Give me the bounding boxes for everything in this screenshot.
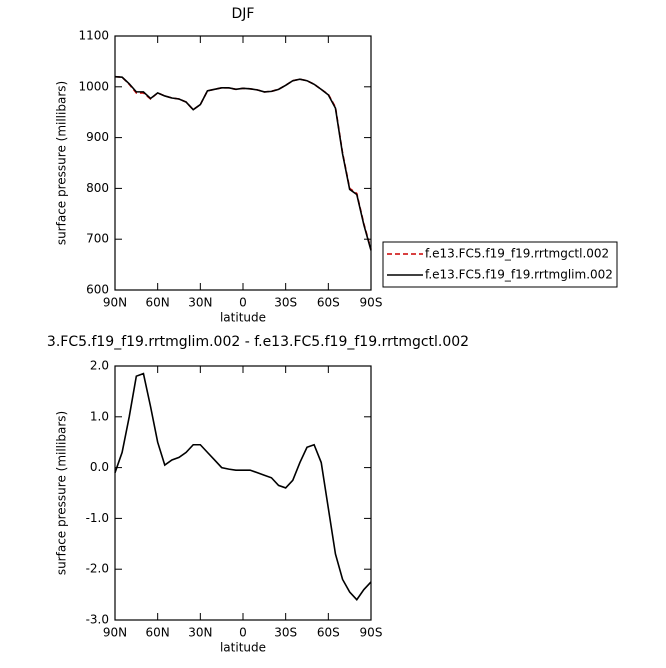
y-tick-label: 800 [86, 181, 109, 195]
x-axis-label: latitude [220, 311, 266, 325]
x-tick-label: 90N [103, 626, 127, 640]
y-tick-label: 1000 [78, 79, 109, 93]
x-tick-label: 60S [317, 626, 340, 640]
series-line [114, 372, 372, 601]
x-tick-label: 60N [146, 296, 170, 310]
y-tick-label: 0.0 [90, 460, 109, 474]
y-tick-label: -1.0 [86, 511, 109, 525]
x-tick-label: 60N [146, 626, 170, 640]
x-tick-label: 90N [103, 296, 127, 310]
y-tick-label: -2.0 [86, 562, 109, 576]
legend-box [382, 241, 618, 288]
y-tick-label: 700 [86, 232, 109, 246]
y-tick-label: 2.0 [90, 359, 109, 373]
x-tick-label: 0 [239, 626, 247, 640]
y-tick-label: 1.0 [90, 409, 109, 423]
x-tick-label: 30S [274, 626, 297, 640]
plot-frame [114, 365, 372, 621]
x-tick-label: 30N [188, 626, 212, 640]
plot-frame [114, 35, 372, 291]
legend-label: f.e13.FC5.f19_f19.rrtmglim.002 [425, 268, 613, 282]
legend-label: f.e13.FC5.f19_f19.rrtmgctl.002 [425, 247, 609, 261]
y-tick-label: 600 [86, 283, 109, 297]
y-tick-label: 1100 [78, 29, 109, 43]
x-tick-label: 30S [274, 296, 297, 310]
y-tick-label: 900 [86, 130, 109, 144]
x-axis-label: latitude [220, 641, 266, 655]
x-tick-label: 90S [360, 626, 383, 640]
x-tick-label: 90S [360, 296, 383, 310]
y-axis-label: surface pressure (millibars) [55, 411, 69, 575]
series-line [114, 75, 372, 251]
chart-title: 3.FC5.f19_f19.rrtmglim.002 - f.e13.FC5.f… [47, 334, 469, 350]
x-tick-label: 0 [239, 296, 247, 310]
x-tick-label: 30N [188, 296, 212, 310]
x-tick-label: 60S [317, 296, 340, 310]
chart-title: DJF [232, 6, 255, 22]
y-tick-label: -3.0 [86, 613, 109, 627]
y-axis-label: surface pressure (millibars) [55, 81, 69, 245]
